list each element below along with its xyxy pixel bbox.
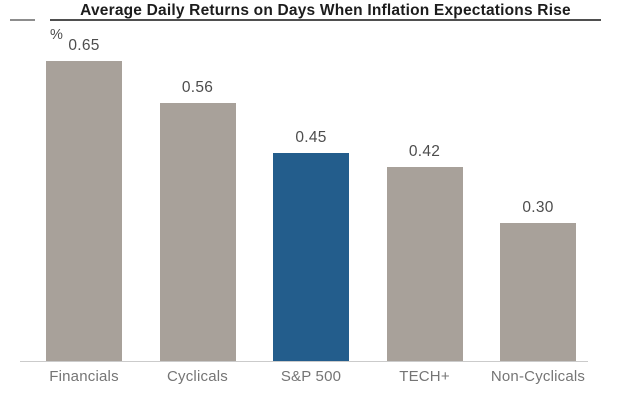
value-label-non-cyclicals: 0.30	[522, 199, 554, 216]
value-label-tech: 0.42	[408, 143, 441, 160]
bar-non-cyclicals	[500, 223, 576, 361]
bar-cyclicals	[159, 103, 236, 361]
category-label-s-p-500: S&P 500	[280, 368, 342, 385]
y-axis-unit-label: %	[50, 27, 63, 43]
title-underline	[50, 19, 601, 21]
value-label-cyclicals: 0.56	[181, 79, 214, 96]
title-underline-dash	[10, 19, 35, 21]
x-axis-baseline	[20, 361, 588, 362]
chart-title: Average Daily Returns on Days When Infla…	[80, 2, 571, 19]
category-label-tech: TECH+	[399, 368, 450, 385]
bar-tech	[386, 167, 463, 361]
value-label-financials: 0.65	[68, 37, 100, 54]
category-label-non-cyclicals: Non-Cyclicals	[490, 368, 586, 385]
bar-financials	[46, 61, 122, 361]
value-label-s-p-500: 0.45	[295, 129, 327, 146]
bar-s-p-500	[273, 153, 349, 361]
category-label-financials: Financials	[49, 368, 119, 385]
category-label-cyclicals: Cyclicals	[167, 368, 228, 385]
